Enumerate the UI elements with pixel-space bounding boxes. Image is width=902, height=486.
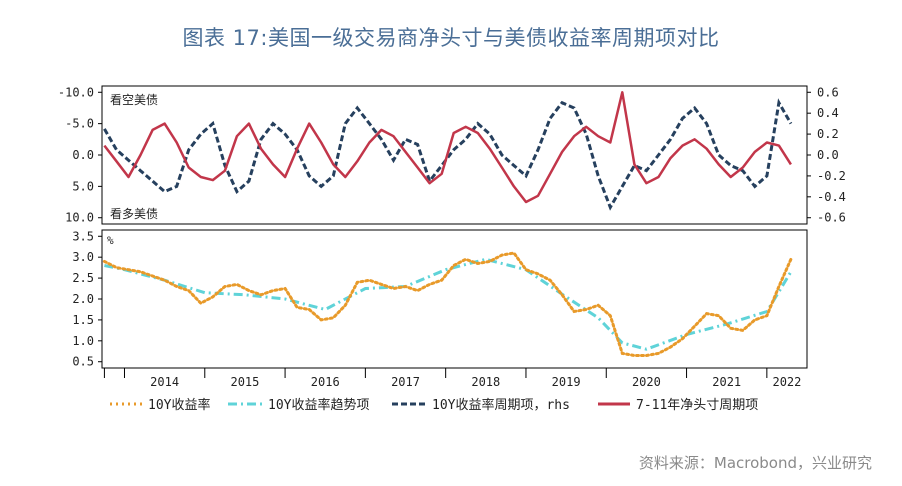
- x-tick-label: 2017: [391, 375, 420, 389]
- upper-left-tick-label: -5.0: [65, 117, 94, 131]
- legend-label-yield: 10Y收益率: [148, 397, 210, 413]
- source-note: 资料来源：Macrobond，兴业研究: [638, 454, 872, 472]
- x-tick-label: 2016: [311, 375, 340, 389]
- series-10y-trend-line: [104, 257, 793, 351]
- lower-left-tick-label: 2.0: [72, 292, 94, 306]
- series-net-position-line: [103, 91, 792, 204]
- upper-left-tick-label: 5.0: [72, 179, 94, 193]
- upper-right-tick-label: -0.2: [817, 169, 846, 183]
- annotation-bearish: 看空美债: [110, 93, 158, 107]
- upper-right-tick-label: 0.2: [817, 127, 839, 141]
- upper-right-tick-label: 0.6: [817, 85, 839, 99]
- x-tick-label: 2019: [552, 375, 581, 389]
- upper-left-tick-label: -10.0: [58, 85, 94, 99]
- legend-label-net: 7-11年净头寸周期项: [636, 398, 758, 413]
- upper-right-tick-label: 0.0: [817, 148, 839, 162]
- x-tick-label: 2022: [772, 375, 801, 389]
- x-tick-label: 2018: [471, 375, 500, 389]
- lower-left-tick-label: 1.5: [72, 313, 94, 327]
- upper-right-tick-label: -0.4: [817, 190, 846, 204]
- x-tick-label: 2014: [150, 375, 179, 389]
- chart-title: 图表 17:美国一级交易商净头寸与美债收益率周期项对比: [182, 26, 720, 50]
- legend-label-trend: 10Y收益率趋势项: [268, 397, 369, 413]
- upper-right-tick-label: -0.6: [817, 211, 846, 225]
- upper-panel-frame: [101, 85, 808, 225]
- legend-label-cycle: 10Y收益率周期项，rhs: [432, 397, 570, 413]
- upper-left-tick-label: 0.0: [72, 148, 94, 162]
- lower-unit-label: %: [107, 234, 114, 247]
- lower-left-tick-label: 3.5: [72, 229, 94, 243]
- upper-left-tick-label: 10.0: [65, 211, 94, 225]
- x-tick-label: 2015: [230, 375, 259, 389]
- upper-right-tick-label: 0.4: [817, 106, 839, 120]
- x-tick-label: 2020: [632, 375, 661, 389]
- lower-left-tick-label: 2.5: [72, 271, 94, 285]
- lower-left-tick-label: 1.0: [72, 334, 94, 348]
- lower-left-tick-label: 3.0: [72, 250, 94, 264]
- x-tick-label: 2021: [712, 375, 741, 389]
- annotation-bullish: 看多美债: [110, 207, 158, 221]
- series-10y-yield-line: [102, 251, 793, 357]
- legend: 10Y收益率 10Y收益率趋势项 10Y收益率周期项，rhs 7-11年净头寸周…: [110, 397, 758, 413]
- lower-left-tick-label: 0.5: [72, 355, 94, 369]
